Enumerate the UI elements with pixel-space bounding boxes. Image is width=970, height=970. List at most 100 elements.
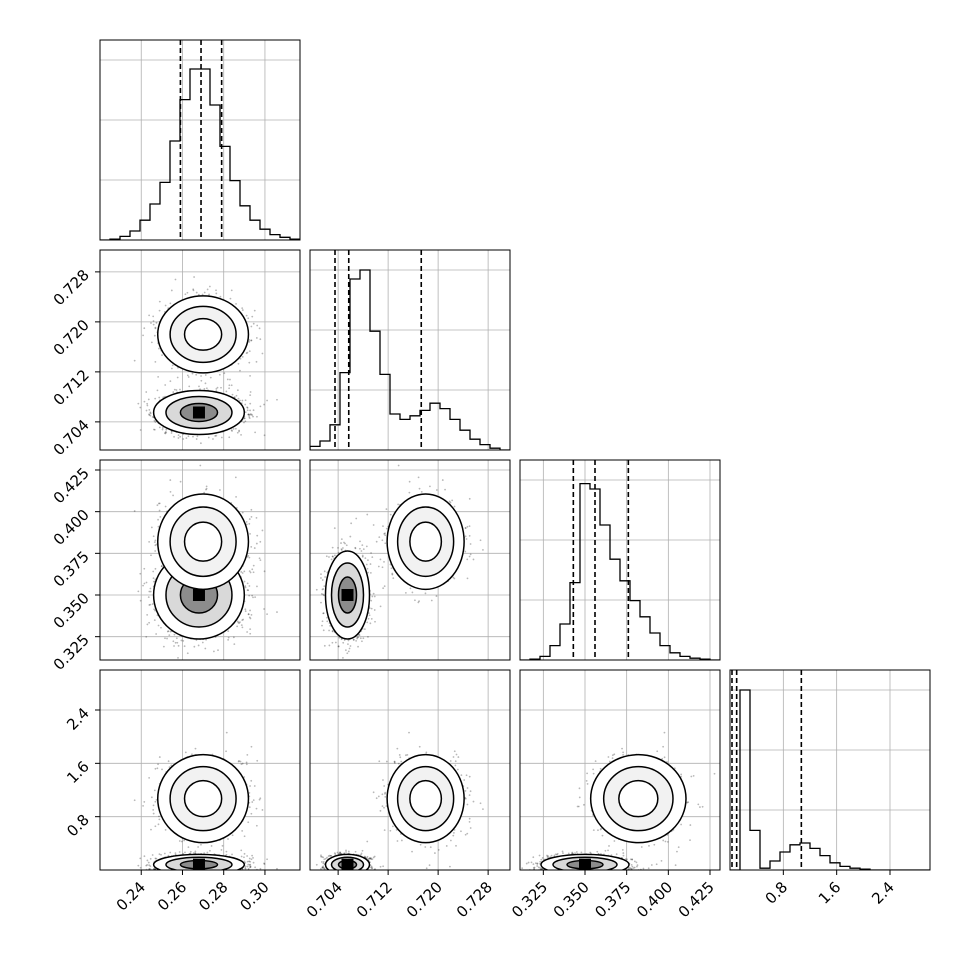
sample-point [148,621,151,624]
sample-point [188,385,191,388]
sample-point [251,594,254,597]
sample-point [177,434,180,437]
sample-point [236,625,239,628]
sample-point [252,409,255,412]
sample-point [161,427,164,429]
sample-point [146,613,149,616]
sample-point [247,613,250,616]
sample-point [137,590,140,593]
sample-point [205,485,208,488]
sample-point [212,650,215,653]
sample-point [205,487,208,490]
sample-point [261,529,264,532]
sample-point [164,637,166,640]
sample-point [252,564,255,567]
panel-1-1 [309,249,511,451]
sample-point [244,411,247,413]
sample-point [196,435,199,438]
sample-point [172,391,175,393]
contour-inner [183,317,223,351]
sample-point [228,387,231,390]
density-peak [192,589,205,601]
y-tick-label: 0.375 [50,547,93,590]
panel-frame [309,249,511,451]
sample-point [276,398,278,401]
panel-frame [99,249,301,451]
sample-point [169,479,172,481]
sample-point [241,626,244,629]
sample-point [248,339,251,341]
sample-point [150,526,153,529]
sample-point [249,402,252,405]
sample-point [157,502,160,505]
sample-point [247,613,250,616]
sample-point [179,435,182,438]
sample-point [249,532,251,535]
sample-point [247,413,250,416]
sample-point [164,505,167,508]
sample-point [246,631,249,633]
sample-point [139,572,142,575]
sample-point [249,628,252,631]
sample-point [192,435,194,438]
sample-point [169,380,172,383]
sample-point [152,570,155,573]
y-tick-label: 0.400 [50,506,93,549]
sample-point [249,617,252,620]
sample-point [255,360,258,363]
sample-point [247,589,250,592]
sample-point [154,550,157,552]
sample-point [243,570,246,573]
sample-point [245,352,248,355]
panels-layer: 0.7040.7120.7200.7280.3250.3500.3750.400… [50,39,931,921]
sample-point [152,535,155,538]
sample-point [149,590,152,593]
panel-body [100,40,300,240]
sample-point [258,557,261,560]
sample-point [170,432,173,434]
sample-point [244,610,247,613]
sample-point [148,314,151,317]
sample-point [143,567,146,570]
sample-point [232,636,235,639]
sample-point [247,413,250,416]
sample-point [182,438,185,440]
sample-point [246,409,249,412]
sample-point [147,596,150,599]
sample-point [235,394,238,397]
sample-point [263,608,265,610]
sample-point [248,585,251,587]
sample-point [241,355,244,358]
sample-point [250,413,253,416]
sample-point [254,596,257,599]
sample-point [247,413,250,416]
sample-point [246,582,249,585]
sample-point [155,633,158,635]
sample-point [191,372,194,375]
sample-point [255,542,258,545]
sample-point [149,412,152,415]
sample-point [149,411,152,414]
sample-point [248,594,251,597]
sample-point [249,413,252,416]
sample-point [241,511,244,514]
sample-point [186,291,189,294]
sample-point [263,570,266,573]
sample-point [250,339,253,342]
sample-point [249,409,251,412]
sample-point [139,599,142,602]
sample-point [153,541,156,544]
sample-point [259,559,262,562]
sample-point [198,385,200,388]
sample-point [248,414,251,416]
sample-point [152,323,155,326]
sample-point [200,375,202,377]
sample-point [249,394,252,397]
sample-point [199,388,201,391]
sample-point [236,389,239,392]
sample-point [233,396,236,399]
sample-point [255,337,258,339]
sample-point [216,386,219,389]
y-tick-label: 0.704 [50,416,93,459]
sample-point [244,420,247,423]
